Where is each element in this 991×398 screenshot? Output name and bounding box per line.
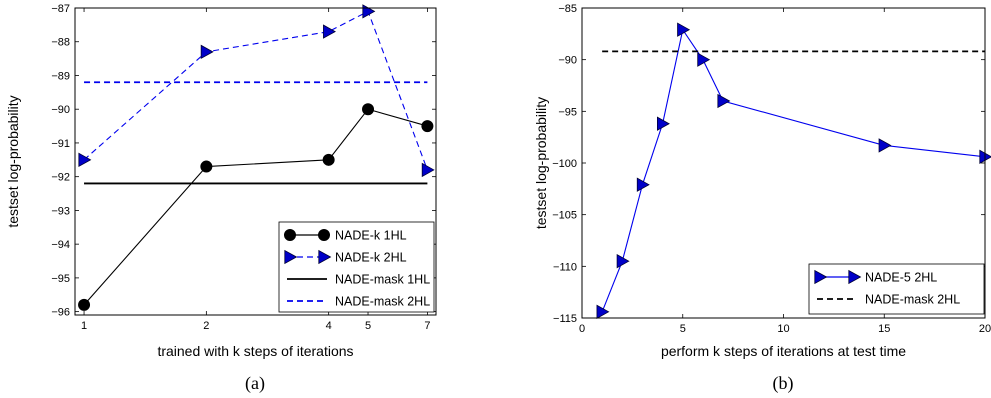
y-tick-label: −85 [558,3,577,15]
y-axis-label: testset log-probability [533,97,549,229]
x-tick-label: 7 [424,320,430,332]
series-line [83,10,428,171]
x-tick-label: 5 [365,320,371,332]
legend-marker [848,269,862,285]
data-point [616,253,630,269]
legend-label: NADE-k 1HL [335,229,407,243]
legend: NADE-5 2HL NADE-mask 2HL [808,263,985,315]
y-tick-label: −90 [51,104,70,116]
legend-item: NADE-5 2HL [814,269,937,285]
data-point [596,304,610,319]
data-point [717,93,731,109]
y-tick-label: −95 [558,106,577,118]
legend-marker [318,229,330,241]
panel-label: (a) [245,373,265,394]
legend-item: NADE-mask 1HL [287,273,430,287]
x-tick-label: 2 [203,320,209,332]
y-tick-label: −105 [552,210,577,222]
y-tick-label: −110 [553,261,577,273]
data-point [200,160,213,173]
y-axis-label: testset log-probability [5,95,21,227]
legend-marker [284,249,298,265]
legend-label: NADE-k 2HL [335,251,407,265]
legend-marker [318,249,332,265]
x-tick-label: 4 [326,320,332,332]
data-point [362,103,375,116]
y-tick-label: −92 [51,172,70,184]
x-axis-label: trained with k steps of iterations [157,343,353,359]
legend-label: NADE-mask 1HL [335,273,430,287]
y-tick-label: −93 [51,205,70,217]
legend-label: NADE-mask 2HL [335,295,430,309]
y-tick-label: −87 [51,3,70,15]
legend-item: NADE-mask 2HL [817,293,960,307]
data-point [78,152,92,167]
x-axis-label: perform k steps of iterations at test ti… [661,343,906,359]
data-point [78,298,91,311]
data-point [421,120,434,133]
y-tick-label: −91 [51,138,70,150]
chart-panel-b: 0 5 10 15 20 −115 −110 −105 −100 −95 −90 −85 perform… [533,3,991,394]
plot-frame [581,7,986,319]
x-tick-label: 5 [680,323,686,335]
legend-label: NADE-mask 2HL [865,293,960,307]
legend-box [808,263,985,315]
series-nade-k-2hl [78,4,435,178]
legend-item: NADE-mask 2HL [287,295,430,309]
data-point [322,153,335,166]
data-point [657,116,670,131]
y-tick-label: −100 [552,158,577,170]
data-point [323,24,336,39]
x-tick-label: 1 [81,320,87,332]
data-point [200,44,214,60]
data-point [421,162,435,178]
x-tick-label: 15 [878,323,890,335]
series-nade-5-2hl [596,22,991,319]
series-nade-k-1hl [78,103,434,311]
legend-item: NADE-k 2HL [284,249,407,265]
data-point [636,177,650,192]
legend-marker [284,229,296,241]
chart-panel-a: 1 2 4 5 7 −96 −95 −94 −93 −92 −91 −90 −89 −88 −87 train… [5,3,437,394]
y-tick-label: −89 [51,70,70,82]
y-tick-label: −96 [51,307,70,319]
legend-item: NADE-k 1HL [284,229,407,243]
data-point [362,4,376,19]
legend-box [278,221,435,313]
data-point [878,138,892,153]
tick-group: 0 5 10 15 20 −115 −110 −105 −100 −95 −90 −85 [552,3,991,335]
x-tick-label: 0 [579,323,585,335]
tick-group: 1 2 4 5 7 −96 −95 −94 −93 −92 −91 −90 −89 −88 −87 [51,3,436,332]
y-tick-label: −115 [553,313,577,325]
y-tick-label: −94 [51,239,70,251]
data-point [697,52,711,67]
x-tick-label: 20 [979,323,991,335]
y-tick-label: −90 [558,55,577,67]
y-tick-label: −95 [51,273,70,285]
legend: NADE-k 1HL NADE-k 2HL NADE-mask 1HL NADE-ma… [278,221,435,313]
plot-frame [74,7,437,316]
data-point [677,22,691,37]
x-tick-label: 10 [777,323,789,335]
legend-marker [814,269,828,285]
y-tick-label: −88 [51,37,70,49]
legend-label: NADE-5 2HL [865,271,937,285]
panel-label: (b) [773,373,794,394]
